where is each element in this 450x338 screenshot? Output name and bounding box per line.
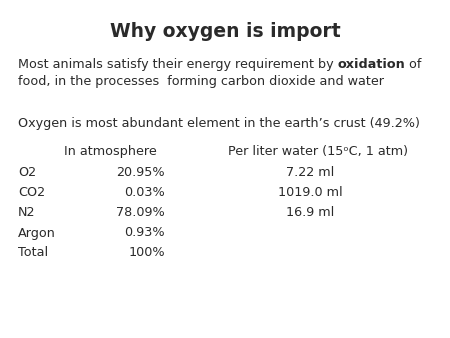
Text: N2: N2 xyxy=(18,207,36,219)
Text: of: of xyxy=(405,58,422,71)
Text: 100%: 100% xyxy=(128,246,165,260)
Text: Total: Total xyxy=(18,246,48,260)
Text: food, in the processes  forming carbon dioxide and water: food, in the processes forming carbon di… xyxy=(18,74,384,88)
Text: 0.03%: 0.03% xyxy=(124,187,165,199)
Text: Per liter water (15ᵒC, 1 atm): Per liter water (15ᵒC, 1 atm) xyxy=(228,145,408,158)
Text: Argon: Argon xyxy=(18,226,56,240)
Text: CO2: CO2 xyxy=(18,187,45,199)
Text: Most animals satisfy their energy requirement by: Most animals satisfy their energy requir… xyxy=(18,58,338,71)
Text: oxidation: oxidation xyxy=(338,58,405,71)
Text: 78.09%: 78.09% xyxy=(116,207,165,219)
Text: O2: O2 xyxy=(18,167,36,179)
Text: 1019.0 ml: 1019.0 ml xyxy=(278,187,342,199)
Text: Why oxygen is import: Why oxygen is import xyxy=(110,22,340,41)
Text: 20.95%: 20.95% xyxy=(117,167,165,179)
Text: In atmosphere: In atmosphere xyxy=(63,145,157,158)
Text: 0.93%: 0.93% xyxy=(124,226,165,240)
Text: 7.22 ml: 7.22 ml xyxy=(286,167,334,179)
Text: Oxygen is most abundant element in the earth’s crust (49.2%): Oxygen is most abundant element in the e… xyxy=(18,117,420,129)
Text: 16.9 ml: 16.9 ml xyxy=(286,207,334,219)
